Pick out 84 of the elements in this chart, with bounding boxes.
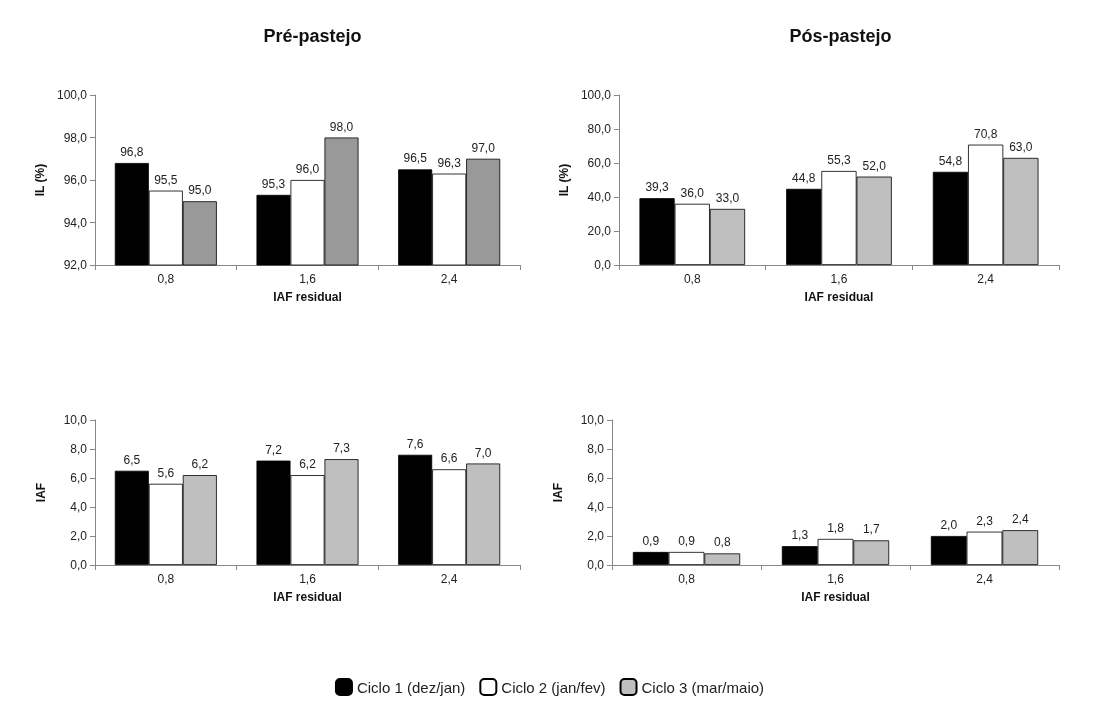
data-label: 70,8 <box>973 126 998 141</box>
data-label: 36,0 <box>680 185 705 200</box>
data-label: 0,9 <box>642 533 660 548</box>
y-tick-label: 0,0 <box>587 558 605 572</box>
data-label: 1,7 <box>862 522 880 537</box>
y-tick-label: 10,0 <box>63 413 88 427</box>
data-label: 6,5 <box>123 452 141 467</box>
data-label: 2,3 <box>976 513 994 528</box>
x-tick-label: 2,4 <box>976 572 994 586</box>
data-label: 95,5 <box>154 172 178 187</box>
x-tick-label: 0,8 <box>157 272 175 286</box>
data-label: 7,6 <box>406 436 424 451</box>
x-tick-label: 0,8 <box>678 572 696 586</box>
y-tick-label: 0,0 <box>594 258 612 272</box>
data-label: 52,0 <box>862 158 887 173</box>
data-label: 7,3 <box>333 441 351 456</box>
y-axis-title: IAF <box>34 482 48 503</box>
y-tick-label: 6,0 <box>70 471 88 485</box>
y-axis-title: IL (%) <box>557 163 571 197</box>
legend-label: Ciclo 1 (dez/jan) <box>356 678 466 696</box>
data-label: 2,4 <box>1011 512 1029 527</box>
y-tick-label: 2,0 <box>70 529 88 543</box>
x-tick-label: 1,6 <box>299 572 317 586</box>
data-label: 1,8 <box>827 520 845 535</box>
x-tick-label: 2,4 <box>440 272 458 286</box>
y-tick-label: 4,0 <box>70 500 88 514</box>
x-tick-label: 1,6 <box>299 272 317 286</box>
x-tick-label: 2,4 <box>977 272 995 286</box>
x-axis-title: IAF residual <box>804 290 874 304</box>
x-axis-title: IAF residual <box>273 590 342 604</box>
data-label: 98,0 <box>329 119 354 134</box>
data-label: 44,8 <box>792 170 816 185</box>
y-axis-title: IAF <box>551 482 565 503</box>
y-tick-label: 8,0 <box>587 442 605 456</box>
y-tick-label: 2,0 <box>587 529 605 543</box>
data-label: 95,3 <box>261 176 286 191</box>
data-label: 96,0 <box>295 162 320 176</box>
y-tick-label: 96,0 <box>63 173 88 187</box>
y-tick-label: 92,0 <box>63 258 88 272</box>
y-tick-label: 100,0 <box>56 88 88 102</box>
y-tick-label: 94,0 <box>63 215 88 230</box>
data-label: 96,8 <box>120 145 144 159</box>
legend-label: Ciclo 2 (jan/fev) <box>501 678 606 696</box>
data-label: 0,8 <box>713 535 731 550</box>
y-tick-label: 6,0 <box>587 471 605 485</box>
x-axis-title: IAF residual <box>801 590 870 604</box>
data-label: 7,2 <box>265 442 283 457</box>
y-tick-label: 0,0 <box>70 558 88 572</box>
x-tick-label: 0,8 <box>157 572 175 586</box>
y-axis-title: IL (%) <box>33 163 48 197</box>
legend-label: Ciclo 3 (mar/maio) <box>641 678 765 696</box>
data-label: 5,6 <box>157 465 175 480</box>
x-tick-label: 1,6 <box>830 272 848 286</box>
x-tick-label: 1,6 <box>827 572 845 586</box>
y-tick-label: 4,0 <box>587 500 605 514</box>
y-tick-label: 100,0 <box>580 88 612 102</box>
data-label: 63,0 <box>1009 139 1033 154</box>
y-tick-label: 60,0 <box>587 156 612 170</box>
data-label: 33,0 <box>715 190 740 205</box>
y-tick-label: 20,0 <box>587 224 612 238</box>
x-tick-label: 2,4 <box>440 572 458 586</box>
data-label: 96,5 <box>403 151 428 166</box>
y-tick-label: 40,0 <box>587 190 612 204</box>
data-label: 96,3 <box>437 155 462 170</box>
data-label: 55,3 <box>827 152 851 167</box>
data-label: 97,0 <box>471 140 496 155</box>
data-label: 54,8 <box>938 153 963 168</box>
data-label: 0,9 <box>678 533 696 548</box>
y-tick-label: 80,0 <box>587 122 612 136</box>
chart-title: Pós-pastejo <box>789 26 892 46</box>
data-label: 39,3 <box>645 180 670 195</box>
data-label: 95,0 <box>188 183 212 198</box>
data-label: 6,2 <box>299 457 317 472</box>
x-tick-label: 0,8 <box>683 272 701 286</box>
x-axis-title: IAF residual <box>273 290 342 304</box>
y-tick-label: 98,0 <box>63 130 88 145</box>
y-tick-label: 8,0 <box>70 442 88 456</box>
data-label: 7,0 <box>474 445 492 460</box>
data-label: 2,0 <box>940 518 958 532</box>
data-label: 6,2 <box>191 457 209 472</box>
y-tick-label: 10,0 <box>580 413 605 427</box>
data-label: 6,6 <box>440 451 458 466</box>
data-label: 1,3 <box>791 528 809 543</box>
chart-title: Pré-pastejo <box>263 26 362 46</box>
